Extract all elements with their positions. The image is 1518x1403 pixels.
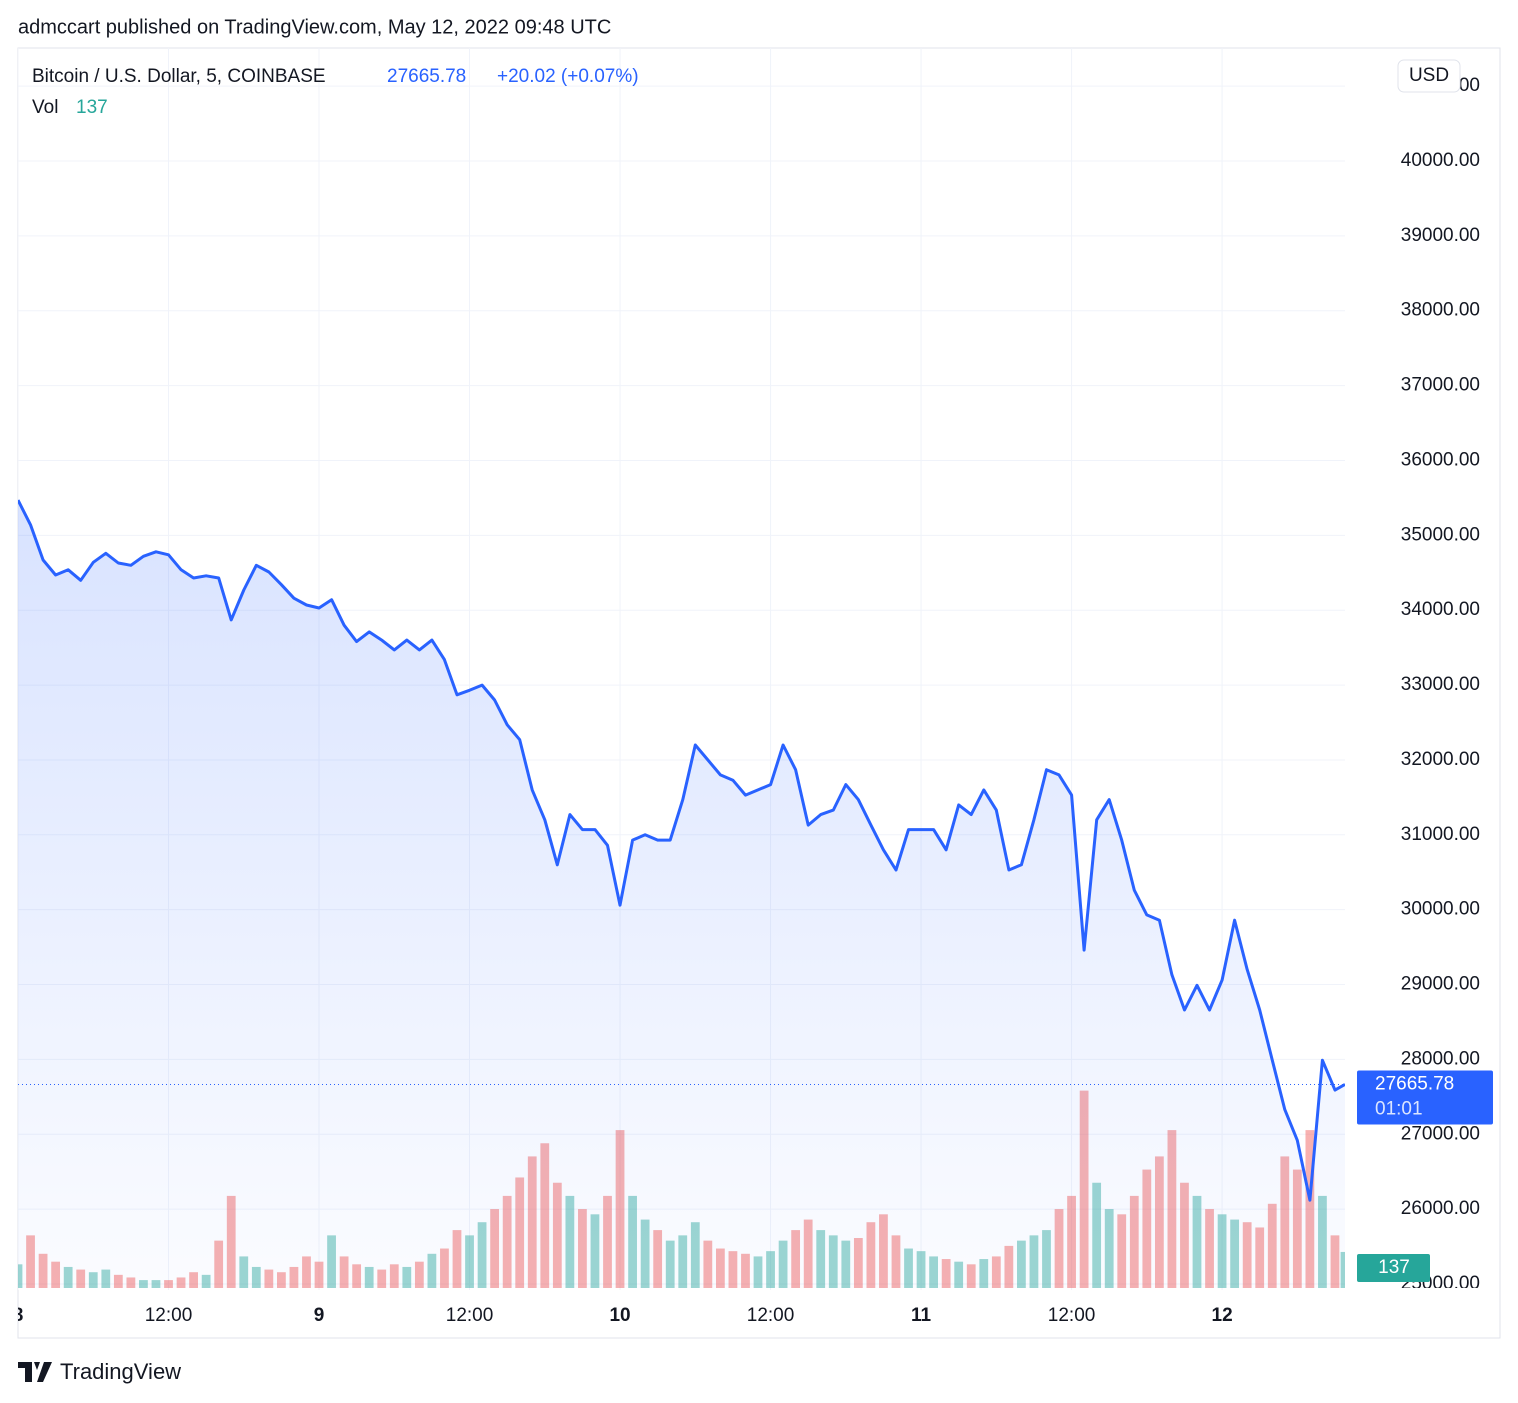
countdown-label: 01:01 [1375,1098,1423,1119]
price-area [18,500,1345,1289]
y-tick-label: 27000.00 [1401,1123,1480,1144]
y-tick-label: 26000.00 [1401,1198,1480,1219]
x-tick-label: 10 [609,1305,630,1326]
y-tick-label: 36000.00 [1401,449,1480,470]
price-line [18,499,1345,1202]
legend-volume: 137 [76,97,108,118]
volume-badge [1357,1253,1430,1282]
header: admccart published on TradingView.com, M… [18,16,611,38]
x-axis: 8 12:00 9 12:00 10 12:00 11 12:00 12 [13,1305,1233,1326]
y-tick-label: 39000.00 [1401,225,1480,246]
y-tick-label: 40000.00 [1401,150,1480,171]
x-tick-label: 12:00 [446,1305,494,1326]
logo [18,1362,52,1382]
x-tick-label: 12:00 [145,1305,193,1326]
legend-price: 27665.78 [387,66,466,87]
x-tick-label: 12:00 [747,1305,795,1326]
footer-brand: TradingView [60,1359,181,1384]
y-axis: 25000.0026000.0027000.0028000.0029000.00… [1401,75,1480,1288]
volume-badge-label: 137 [1378,1257,1410,1278]
last-price-label: 27665.78 [1375,1073,1454,1094]
y-tick-label: 33000.00 [1401,674,1480,695]
x-tick-label: 12:00 [1048,1305,1096,1326]
y-tick-label: 38000.00 [1401,300,1480,321]
currency: USD [1409,65,1449,86]
x-tick-label: 8 [13,1305,24,1326]
legend-change: +20.02 (+0.07%) [497,66,639,87]
plot [18,499,1345,1289]
last-price-badge [1357,1070,1493,1125]
y-tick-label: 29000.00 [1401,974,1480,995]
y-tick-label: 37000.00 [1401,375,1480,396]
x-tick-label: 12 [1212,1305,1233,1326]
currency-badge[interactable] [1397,59,1461,93]
y-tick-label: 31000.00 [1401,824,1480,845]
y-tick-label: 35000.00 [1401,524,1480,545]
badges: 27665.78 01:01 137 [1357,1070,1493,1282]
symbol-legend: Bitcoin / U.S. Dollar, 5, COINBASE [32,66,326,87]
y-tick-label: 30000.00 [1401,899,1480,920]
y-tick-label: 34000.00 [1401,599,1480,620]
volume-legend: Vol [32,97,58,118]
y-tick-label: 28000.00 [1401,1048,1480,1069]
y-tick-label: 32000.00 [1401,749,1480,770]
x-tick-label: 11 [911,1305,932,1326]
x-tick-label: 9 [314,1305,325,1326]
